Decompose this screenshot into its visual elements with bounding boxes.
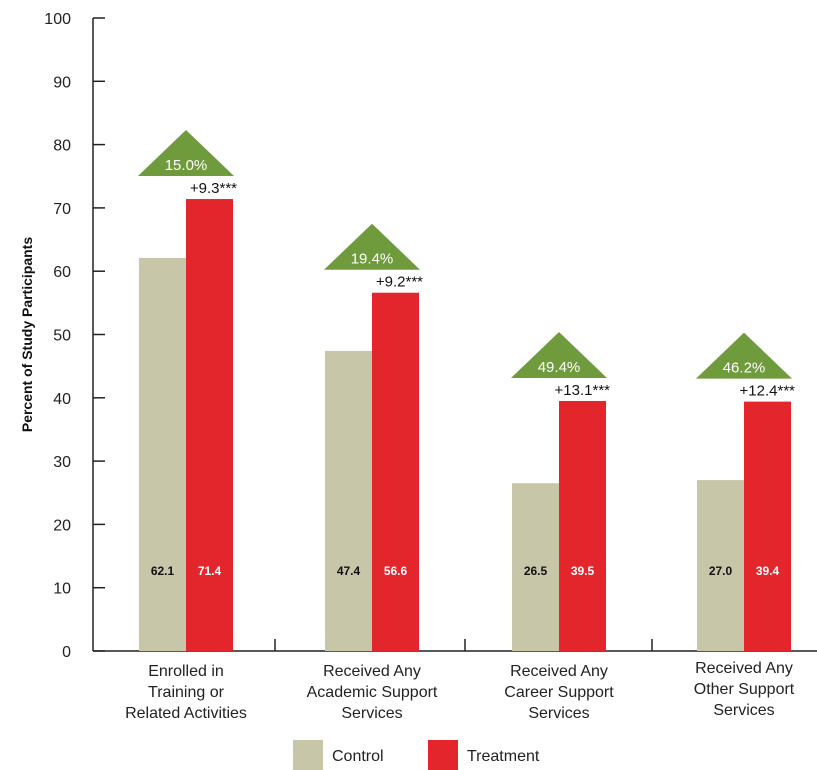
percent-change-triangle bbox=[511, 331, 607, 378]
y-tick-label: 60 bbox=[53, 264, 71, 281]
percent-change-triangle bbox=[696, 332, 792, 379]
y-tick-label: 70 bbox=[53, 201, 71, 218]
x-category-label: Enrolled in bbox=[148, 663, 224, 680]
data-label-treatment: 39.5 bbox=[571, 564, 595, 578]
y-axis-label: Percent of Study Participants bbox=[19, 237, 35, 432]
y-tick-label: 30 bbox=[53, 454, 71, 471]
bars: 62.1 71.4 47.4 56.6 26.5 39.5 27.0 39.4 bbox=[139, 199, 791, 651]
axes: 0 10 20 30 40 50 60 70 80 90 100 Percent of Study P… bbox=[19, 11, 817, 722]
legend-label-treatment: Treatment bbox=[467, 748, 540, 765]
difference-label: +9.2*** bbox=[376, 274, 423, 291]
x-category-label: Academic Support bbox=[307, 684, 438, 701]
bar-control bbox=[697, 480, 744, 651]
difference-label: +13.1*** bbox=[555, 382, 611, 399]
x-category-label: Services bbox=[713, 702, 774, 719]
percent-change-label: 19.4% bbox=[351, 251, 394, 268]
bar-treatment bbox=[372, 292, 419, 651]
data-label-control: 47.4 bbox=[337, 564, 361, 578]
bar-treatment bbox=[744, 401, 791, 651]
percent-change-label: 46.2% bbox=[723, 360, 766, 377]
difference-label: +12.4*** bbox=[740, 383, 796, 400]
y-tick-label: 90 bbox=[53, 74, 71, 91]
x-category-label: Received Any bbox=[510, 663, 608, 680]
y-tick-label: 80 bbox=[53, 138, 71, 155]
x-category-label: Services bbox=[341, 705, 402, 722]
legend-swatch-treatment bbox=[428, 740, 458, 770]
legend-label-control: Control bbox=[332, 748, 384, 765]
data-label-treatment: 56.6 bbox=[384, 564, 408, 578]
bar-treatment bbox=[186, 199, 233, 651]
data-label-treatment: 39.4 bbox=[756, 564, 780, 578]
percent-change-label: 49.4% bbox=[538, 359, 581, 376]
x-category-label: Services bbox=[528, 705, 589, 722]
y-tick-label: 40 bbox=[53, 391, 71, 408]
x-category-label: Other Support bbox=[694, 681, 795, 698]
x-category-label: Career Support bbox=[504, 684, 614, 701]
x-category-label: Received Any bbox=[695, 660, 793, 677]
data-label-control: 62.1 bbox=[151, 564, 175, 578]
data-label-treatment: 71.4 bbox=[198, 564, 222, 578]
y-tick-label: 20 bbox=[53, 517, 71, 534]
data-label-control: 26.5 bbox=[524, 564, 548, 578]
difference-label: +9.3*** bbox=[190, 180, 237, 197]
y-tick-label: 100 bbox=[44, 11, 71, 28]
x-category-label: Training or bbox=[148, 684, 225, 701]
bar-control bbox=[325, 350, 372, 651]
x-category-label: Related Activities bbox=[125, 705, 247, 722]
x-category-label: Received Any bbox=[323, 663, 421, 680]
bar-control bbox=[512, 483, 559, 651]
percent-change-triangle bbox=[324, 223, 420, 270]
legend-swatch-control bbox=[293, 740, 323, 770]
bar-control bbox=[139, 257, 186, 651]
annotations: +9.3*** 15.0% +9.2*** 19.4% +13.1*** 49.4% +12… bbox=[138, 130, 795, 400]
percent-change-triangle bbox=[138, 130, 234, 177]
percent-change-label: 15.0% bbox=[165, 157, 208, 174]
y-tick-label: 0 bbox=[62, 644, 71, 661]
data-label-control: 27.0 bbox=[709, 564, 733, 578]
legend: Control Treatment bbox=[293, 740, 540, 770]
y-tick-label: 50 bbox=[53, 328, 71, 345]
y-tick-label: 10 bbox=[53, 581, 71, 598]
bar-treatment bbox=[559, 400, 606, 651]
